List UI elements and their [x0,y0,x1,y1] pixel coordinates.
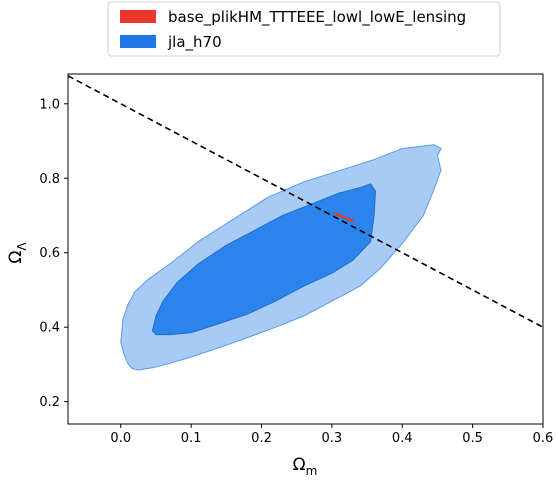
x-tick-label: 0.6 [533,431,554,446]
legend-swatch-planck [120,10,156,23]
plot-area [68,75,543,371]
legend-frame [107,1,501,57]
contour-68pct-1 [151,183,376,336]
x-tick-label: 0.3 [322,431,343,446]
x-tick-label: 0.1 [181,431,202,446]
x-tick-label: 0.2 [251,431,272,446]
legend: base_plikHM_TTTEEE_lowl_lowE_lensing jla… [107,1,501,57]
planck-constraint-2 [334,212,355,223]
legend-label-planck: base_plikHM_TTTEEE_lowl_lowE_lensing [168,8,466,27]
y-tick-label: 0.8 [39,172,60,187]
axes: 0.0 0.1 0.2 0.3 0.4 0.5 0.6 0.2 0.4 0.6 0.8 1.0 [39,73,554,446]
x-tick-label: 0.4 [392,431,413,446]
plot-frame [67,73,544,425]
y-axis-label-subscript: Λ [15,242,29,251]
y-tick-label: 0.4 [39,321,60,336]
x-tick-label: 0.0 [110,431,131,446]
y-axis-label: ΩΛ [6,242,29,264]
legend-swatch-jla [120,35,156,48]
x-axis-label-subscript: m [306,464,318,478]
x-tick-label: 0.5 [462,431,483,446]
plot-content [68,75,543,371]
x-axis-label: Ωm [293,455,318,478]
y-tick-label: 1.0 [39,97,60,112]
y-tick-label: 0.6 [39,246,60,261]
y-tick-label: 0.2 [39,395,60,410]
legend-label-jla: jla_h70 [167,33,222,52]
